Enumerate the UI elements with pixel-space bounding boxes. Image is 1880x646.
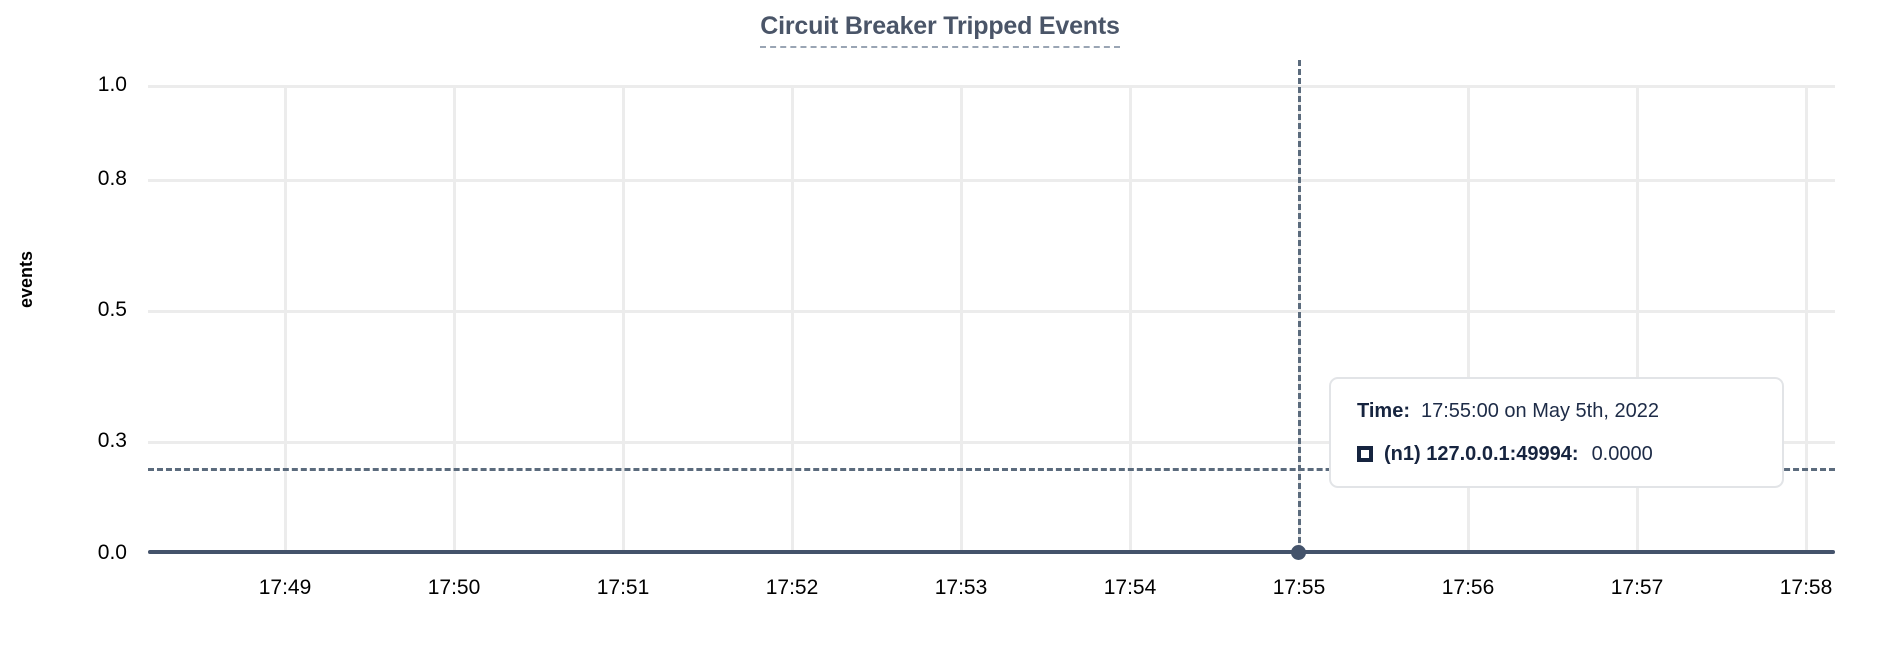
gridline-vertical bbox=[1467, 85, 1470, 552]
x-tick-label: 17:54 bbox=[1103, 576, 1157, 599]
gridline-vertical bbox=[453, 85, 456, 552]
x-tick-label: 17:52 bbox=[765, 576, 819, 599]
chart-tooltip: Time: 17:55:00 on May 5th, 2022 (n1) 127… bbox=[1329, 377, 1784, 488]
gridline-vertical bbox=[1129, 85, 1132, 552]
page-title: Circuit Breaker Tripped Events bbox=[0, 12, 1880, 48]
tooltip-time-value: 17:55:00 on May 5th, 2022 bbox=[1420, 400, 1659, 422]
crosshair-vertical-line bbox=[1298, 60, 1301, 552]
tooltip-series-row: (n1) 127.0.0.1:49994: 0.0000 bbox=[1357, 444, 1756, 464]
y-tick-label: 0.5 bbox=[97, 298, 127, 321]
x-tick-label: 17:51 bbox=[596, 576, 650, 599]
threshold-line bbox=[148, 468, 1835, 471]
plot-area[interactable] bbox=[148, 60, 1835, 560]
gridline-vertical bbox=[791, 85, 794, 552]
x-tick-label: 17:55 bbox=[1272, 576, 1326, 599]
tooltip-time-label: Time: bbox=[1357, 400, 1410, 422]
gridline-vertical bbox=[284, 85, 287, 552]
tooltip-series-value: 0.0000 bbox=[1591, 443, 1653, 465]
y-tick-label: 0.3 bbox=[97, 429, 127, 452]
series-line-n1[interactable] bbox=[148, 550, 1835, 554]
x-tick-label: 17:49 bbox=[258, 576, 312, 599]
x-tick-label: 17:50 bbox=[427, 576, 481, 599]
gridline-horizontal bbox=[148, 310, 1835, 313]
gridline-horizontal bbox=[148, 441, 1835, 444]
x-tick-label: 17:53 bbox=[934, 576, 988, 599]
hover-data-point[interactable] bbox=[1290, 544, 1306, 560]
tooltip-series-label: (n1) 127.0.0.1:49994: bbox=[1384, 443, 1579, 465]
y-tick-label: 0.8 bbox=[97, 167, 127, 190]
y-tick-label: 0.0 bbox=[97, 541, 127, 564]
x-tick-label: 17:58 bbox=[1779, 576, 1833, 599]
chart-title-text: Circuit Breaker Tripped Events bbox=[760, 12, 1120, 48]
series-swatch-icon bbox=[1357, 446, 1373, 462]
x-tick-label: 17:56 bbox=[1441, 576, 1495, 599]
gridline-vertical bbox=[1805, 85, 1808, 552]
gridline-vertical bbox=[622, 85, 625, 552]
gridline-horizontal bbox=[148, 85, 1835, 88]
tooltip-time-row: Time: 17:55:00 on May 5th, 2022 bbox=[1357, 401, 1756, 421]
x-tick-label: 17:57 bbox=[1610, 576, 1664, 599]
gridline-horizontal bbox=[148, 179, 1835, 182]
gridline-vertical bbox=[960, 85, 963, 552]
y-tick-label: 1.0 bbox=[97, 73, 127, 96]
gridline-vertical bbox=[1636, 85, 1639, 552]
